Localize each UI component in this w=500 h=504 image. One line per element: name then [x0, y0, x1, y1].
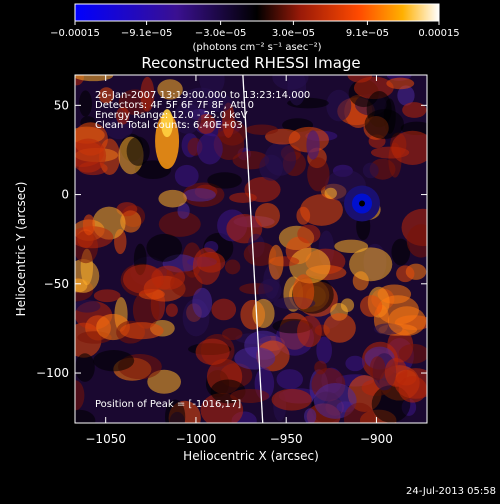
colorbar-tick-label: 0.00015 — [418, 28, 459, 39]
x-tick-label: −1000 — [176, 432, 217, 446]
annotation-counts: Clean Total counts: 6.40E+03 — [95, 120, 243, 131]
x-tick-label: −900 — [360, 432, 393, 446]
footer-timestamp: 24-Jul-2013 05:58 — [406, 486, 496, 497]
x-axis-label: Heliocentric X (arcsec) — [183, 449, 319, 463]
colorbar-units: (photons cm⁻² s⁻¹ asec⁻²) — [192, 42, 321, 53]
y-tick-label: 0 — [61, 188, 69, 202]
x-tick-label: −950 — [270, 432, 303, 446]
heatmap-image — [75, 75, 427, 423]
y-tick-label: −100 — [36, 366, 69, 380]
x-tick-label: −1050 — [85, 432, 126, 446]
colorbar-tick-label: −9.1e−05 — [121, 28, 173, 39]
colorbar-tick-label: 9.1e−05 — [346, 28, 389, 39]
axis-ticks: −1050 −1000 −950 −900 50 0 −50 −100 — [36, 75, 427, 446]
annotation-detectors: Detectors: 4F 5F 6F 7F 8F, Att 0 — [95, 100, 254, 111]
plot-frame — [74, 74, 428, 424]
colorbar-ticks: −0.00015 −9.1e−05 −3.0e−05 3.0e−05 9.1e−05 0.… — [50, 21, 460, 39]
annotation-time: 26-Jan-2007 13:19:00.000 to 13:23:14.000 — [95, 90, 310, 101]
colorbar — [74, 3, 440, 22]
y-tick-label: 50 — [54, 98, 69, 112]
colorbar-tick-label: −3.0e−05 — [195, 28, 247, 39]
y-tick-label: −50 — [44, 277, 69, 291]
colorbar-tick-label: −0.00015 — [50, 28, 100, 39]
annotation-peak: Position of Peak = [-1016,17] — [95, 399, 241, 410]
limb-line — [242, 75, 264, 423]
y-axis-label: Heliocentric Y (arcsec) — [14, 182, 28, 317]
colorbar-tick-label: 3.0e−05 — [272, 28, 315, 39]
annotation-energy: Energy Range: 12.0 - 25.0 keV — [95, 110, 248, 121]
chart-title: Reconstructed RHESSI Image — [141, 54, 360, 72]
